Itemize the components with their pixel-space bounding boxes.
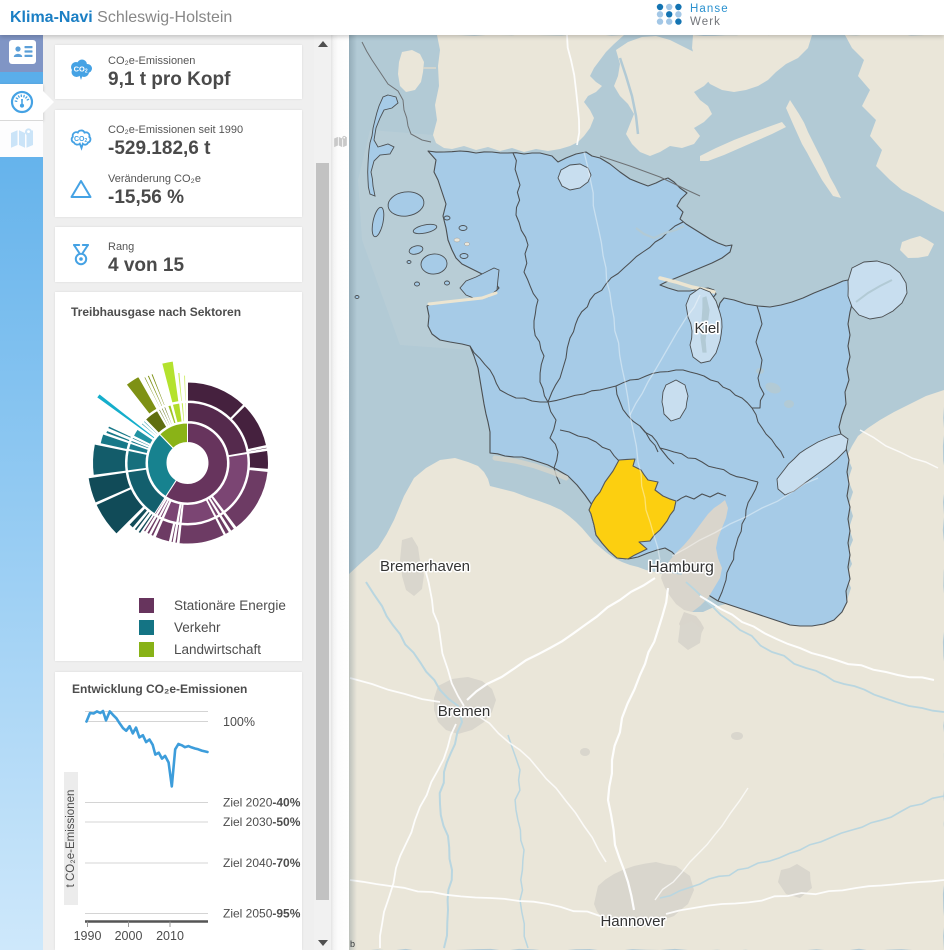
svg-text:2010: 2010 — [156, 929, 184, 943]
svg-text:Kiel: Kiel — [694, 320, 719, 337]
svg-text:Bremen: Bremen — [438, 703, 491, 720]
svg-text:Hannover: Hannover — [600, 913, 665, 930]
svg-text:Ziel 2020-40%: Ziel 2020-40% — [223, 796, 301, 810]
svg-text:Ziel 2050-95%: Ziel 2050-95% — [223, 907, 301, 921]
svg-text:CO2: CO2 — [74, 135, 88, 143]
svg-text:2000: 2000 — [115, 929, 143, 943]
svg-text:Hamburg: Hamburg — [648, 559, 714, 576]
svg-text:100%: 100% — [223, 715, 255, 729]
svg-text:Bremerhaven: Bremerhaven — [380, 558, 470, 575]
svg-text:b: b — [350, 939, 355, 949]
svg-text:1990: 1990 — [74, 929, 102, 943]
svg-text:Ziel 2040-70%: Ziel 2040-70% — [223, 856, 301, 870]
svg-text:Ziel 2030-50%: Ziel 2030-50% — [223, 815, 301, 829]
svg-text:CO2: CO2 — [74, 64, 88, 74]
